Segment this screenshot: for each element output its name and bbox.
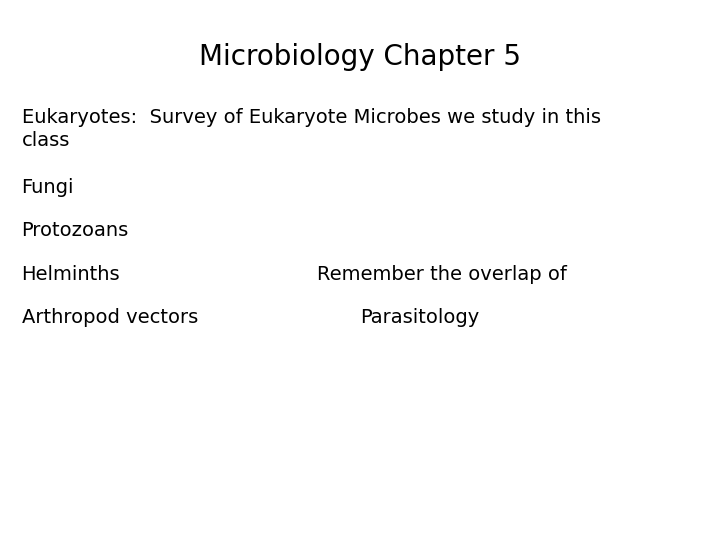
Text: Parasitology: Parasitology bbox=[360, 308, 480, 327]
Text: Protozoans: Protozoans bbox=[22, 221, 129, 240]
Text: Remember the overlap of: Remember the overlap of bbox=[317, 265, 567, 284]
Text: Microbiology Chapter 5: Microbiology Chapter 5 bbox=[199, 43, 521, 71]
Text: Fungi: Fungi bbox=[22, 178, 74, 197]
Text: Helminths: Helminths bbox=[22, 265, 120, 284]
Text: Arthropod vectors: Arthropod vectors bbox=[22, 308, 198, 327]
Text: Eukaryotes:  Survey of Eukaryote Microbes we study in this
class: Eukaryotes: Survey of Eukaryote Microbes… bbox=[22, 108, 600, 151]
